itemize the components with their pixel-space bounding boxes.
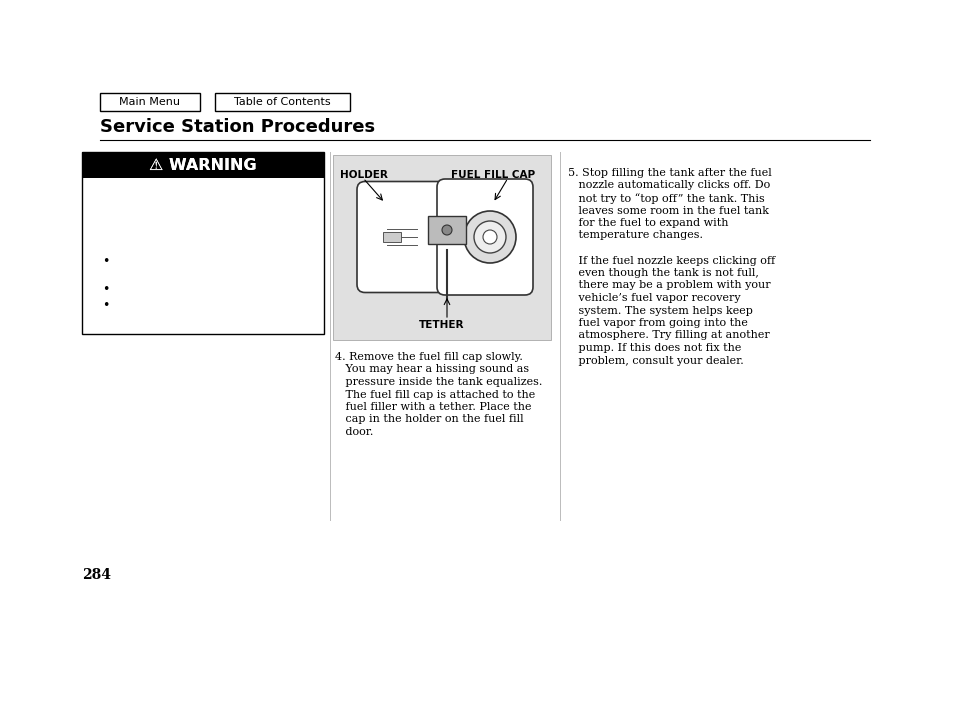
Text: there may be a problem with your: there may be a problem with your (567, 280, 770, 290)
Text: •: • (102, 283, 110, 297)
Text: 5. Stop filling the tank after the fuel: 5. Stop filling the tank after the fuel (567, 168, 771, 178)
Text: •: • (102, 300, 110, 312)
Text: problem, consult your dealer.: problem, consult your dealer. (567, 356, 743, 366)
FancyBboxPatch shape (436, 179, 533, 295)
Bar (82, 152, 324, 178)
Bar (100, 93, 200, 111)
Text: cap in the holder on the fuel fill: cap in the holder on the fuel fill (335, 415, 523, 425)
Circle shape (463, 211, 516, 263)
Text: TETHER: TETHER (418, 320, 464, 330)
Text: ⚠ WARNING: ⚠ WARNING (149, 158, 256, 173)
Text: Service Station Procedures: Service Station Procedures (100, 118, 375, 136)
FancyBboxPatch shape (356, 182, 453, 293)
Text: pump. If this does not fix the: pump. If this does not fix the (567, 343, 740, 353)
Bar (214, 93, 350, 111)
Text: HOLDER: HOLDER (339, 170, 388, 180)
Text: Table of Contents: Table of Contents (233, 97, 331, 107)
Text: 4. Remove the fuel fill cap slowly.: 4. Remove the fuel fill cap slowly. (335, 352, 522, 362)
Bar (82, 152, 324, 178)
Text: If the fuel nozzle keeps clicking off: If the fuel nozzle keeps clicking off (567, 256, 774, 266)
Text: for the fuel to expand with: for the fuel to expand with (567, 218, 728, 228)
Bar (333, 155, 551, 340)
Circle shape (441, 225, 452, 235)
Text: The fuel fill cap is attached to the: The fuel fill cap is attached to the (335, 390, 535, 400)
Text: not try to “top off” the tank. This: not try to “top off” the tank. This (567, 193, 764, 204)
Text: Main Menu: Main Menu (119, 97, 180, 107)
Bar (82, 152, 324, 334)
Text: system. The system helps keep: system. The system helps keep (567, 305, 752, 315)
Text: fuel filler with a tether. Place the: fuel filler with a tether. Place the (335, 402, 531, 412)
Bar (382, 232, 400, 242)
Circle shape (482, 230, 497, 244)
Text: temperature changes.: temperature changes. (567, 231, 702, 241)
Text: leaves some room in the fuel tank: leaves some room in the fuel tank (567, 205, 768, 216)
Text: ⚠ WARNING: ⚠ WARNING (149, 158, 256, 173)
Text: atmosphere. Try filling at another: atmosphere. Try filling at another (567, 330, 769, 341)
Text: FUEL FILL CAP: FUEL FILL CAP (451, 170, 535, 180)
Text: vehicle’s fuel vapor recovery: vehicle’s fuel vapor recovery (567, 293, 740, 303)
Text: door.: door. (335, 427, 373, 437)
Text: You may hear a hissing sound as: You may hear a hissing sound as (335, 364, 529, 374)
Text: 284: 284 (82, 568, 111, 582)
Text: nozzle automatically clicks off. Do: nozzle automatically clicks off. Do (567, 180, 769, 190)
Bar (428, 216, 465, 244)
Text: fuel vapor from going into the: fuel vapor from going into the (567, 318, 747, 328)
Circle shape (474, 221, 505, 253)
Text: even though the tank is not full,: even though the tank is not full, (567, 268, 758, 278)
Text: pressure inside the tank equalizes.: pressure inside the tank equalizes. (335, 377, 542, 387)
Text: •: • (102, 256, 110, 268)
